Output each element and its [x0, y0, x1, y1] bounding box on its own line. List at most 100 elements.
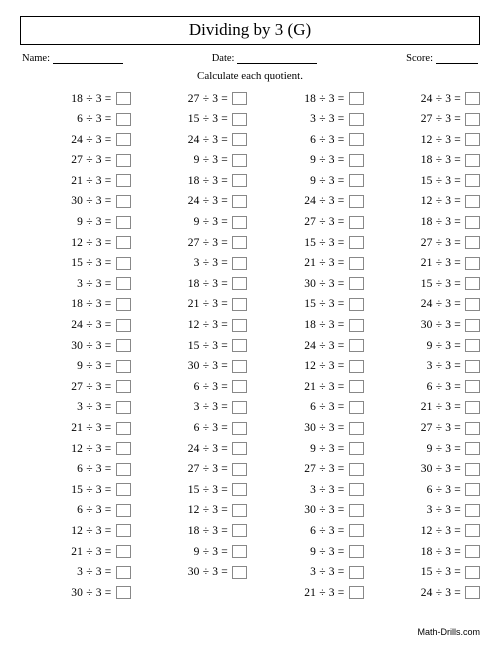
answer-box[interactable] — [465, 319, 480, 332]
answer-box[interactable] — [116, 360, 131, 373]
answer-box[interactable] — [116, 133, 131, 146]
answer-box[interactable] — [465, 236, 480, 249]
answer-box[interactable] — [232, 133, 247, 146]
answer-box[interactable] — [465, 257, 480, 270]
answer-box[interactable] — [116, 277, 131, 290]
answer-box[interactable] — [116, 483, 131, 496]
answer-box[interactable] — [349, 360, 364, 373]
answer-box[interactable] — [465, 442, 480, 455]
answer-box[interactable] — [232, 483, 247, 496]
answer-box[interactable] — [116, 463, 131, 476]
answer-box[interactable] — [116, 154, 131, 167]
answer-box[interactable] — [232, 154, 247, 167]
answer-box[interactable] — [116, 174, 131, 187]
answer-box[interactable] — [465, 401, 480, 414]
answer-box[interactable] — [349, 545, 364, 558]
answer-box[interactable] — [116, 422, 131, 435]
answer-box[interactable] — [465, 586, 480, 599]
answer-box[interactable] — [465, 545, 480, 558]
answer-box[interactable] — [232, 524, 247, 537]
answer-box[interactable] — [465, 216, 480, 229]
answer-box[interactable] — [116, 586, 131, 599]
answer-box[interactable] — [465, 339, 480, 352]
answer-box[interactable] — [232, 422, 247, 435]
answer-box[interactable] — [349, 442, 364, 455]
answer-box[interactable] — [349, 380, 364, 393]
answer-box[interactable] — [116, 236, 131, 249]
answer-box[interactable] — [116, 319, 131, 332]
answer-box[interactable] — [116, 257, 131, 270]
answer-box[interactable] — [465, 92, 480, 105]
answer-box[interactable] — [349, 319, 364, 332]
name-line[interactable] — [53, 53, 123, 64]
answer-box[interactable] — [465, 133, 480, 146]
answer-box[interactable] — [349, 154, 364, 167]
answer-box[interactable] — [232, 257, 247, 270]
answer-box[interactable] — [116, 113, 131, 126]
answer-box[interactable] — [349, 463, 364, 476]
answer-box[interactable] — [116, 504, 131, 517]
answer-box[interactable] — [349, 216, 364, 229]
answer-box[interactable] — [349, 174, 364, 187]
score-line[interactable] — [436, 53, 478, 64]
answer-box[interactable] — [349, 113, 364, 126]
answer-box[interactable] — [116, 339, 131, 352]
answer-box[interactable] — [232, 442, 247, 455]
answer-box[interactable] — [465, 154, 480, 167]
answer-box[interactable] — [116, 524, 131, 537]
answer-box[interactable] — [232, 380, 247, 393]
answer-box[interactable] — [232, 319, 247, 332]
answer-box[interactable] — [349, 298, 364, 311]
answer-box[interactable] — [465, 277, 480, 290]
answer-box[interactable] — [349, 401, 364, 414]
answer-box[interactable] — [465, 380, 480, 393]
answer-box[interactable] — [116, 195, 131, 208]
answer-box[interactable] — [349, 257, 364, 270]
answer-box[interactable] — [465, 524, 480, 537]
answer-box[interactable] — [232, 216, 247, 229]
answer-box[interactable] — [465, 483, 480, 496]
answer-box[interactable] — [232, 92, 247, 105]
answer-box[interactable] — [465, 174, 480, 187]
answer-box[interactable] — [232, 504, 247, 517]
answer-box[interactable] — [116, 298, 131, 311]
answer-box[interactable] — [116, 92, 131, 105]
answer-box[interactable] — [232, 339, 247, 352]
answer-box[interactable] — [349, 339, 364, 352]
answer-box[interactable] — [116, 442, 131, 455]
answer-box[interactable] — [349, 566, 364, 579]
answer-box[interactable] — [232, 401, 247, 414]
date-line[interactable] — [237, 53, 317, 64]
answer-box[interactable] — [232, 277, 247, 290]
answer-box[interactable] — [116, 401, 131, 414]
answer-box[interactable] — [232, 236, 247, 249]
answer-box[interactable] — [116, 545, 131, 558]
answer-box[interactable] — [232, 566, 247, 579]
answer-box[interactable] — [465, 422, 480, 435]
answer-box[interactable] — [349, 586, 364, 599]
answer-box[interactable] — [232, 360, 247, 373]
answer-box[interactable] — [232, 545, 247, 558]
answer-box[interactable] — [349, 236, 364, 249]
answer-box[interactable] — [465, 504, 480, 517]
answer-box[interactable] — [232, 463, 247, 476]
answer-box[interactable] — [465, 298, 480, 311]
answer-box[interactable] — [465, 195, 480, 208]
answer-box[interactable] — [349, 195, 364, 208]
answer-box[interactable] — [232, 298, 247, 311]
answer-box[interactable] — [349, 504, 364, 517]
answer-box[interactable] — [232, 174, 247, 187]
answer-box[interactable] — [349, 422, 364, 435]
answer-box[interactable] — [232, 113, 247, 126]
answer-box[interactable] — [465, 113, 480, 126]
answer-box[interactable] — [232, 195, 247, 208]
answer-box[interactable] — [349, 483, 364, 496]
answer-box[interactable] — [465, 566, 480, 579]
answer-box[interactable] — [465, 463, 480, 476]
answer-box[interactable] — [116, 216, 131, 229]
answer-box[interactable] — [116, 380, 131, 393]
answer-box[interactable] — [116, 566, 131, 579]
answer-box[interactable] — [349, 133, 364, 146]
answer-box[interactable] — [349, 524, 364, 537]
answer-box[interactable] — [465, 360, 480, 373]
